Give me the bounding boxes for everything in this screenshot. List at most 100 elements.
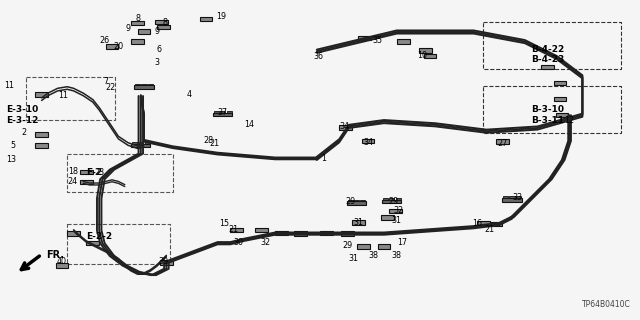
Text: 34: 34: [363, 138, 373, 147]
Bar: [320, 231, 333, 235]
Text: 8: 8: [135, 14, 140, 23]
Bar: [67, 224, 170, 264]
Text: 22: 22: [106, 83, 116, 92]
Bar: [138, 29, 150, 34]
Bar: [389, 198, 394, 200]
Text: 4: 4: [186, 90, 191, 99]
Text: 3: 3: [154, 58, 159, 67]
Text: 29: 29: [342, 241, 353, 250]
Text: 20: 20: [113, 42, 124, 51]
Bar: [358, 36, 371, 40]
Bar: [541, 65, 554, 69]
Bar: [67, 231, 80, 236]
Bar: [145, 142, 150, 144]
Bar: [220, 111, 225, 113]
Bar: [347, 202, 366, 205]
Text: 31: 31: [348, 254, 358, 263]
Text: 7: 7: [103, 77, 108, 86]
Bar: [132, 142, 137, 144]
Bar: [383, 198, 388, 200]
Text: 30: 30: [234, 238, 244, 247]
Text: 6: 6: [156, 45, 161, 54]
Bar: [141, 84, 147, 85]
Bar: [396, 198, 401, 200]
Text: 21: 21: [209, 139, 220, 148]
Text: 27: 27: [497, 139, 508, 148]
Text: 36: 36: [314, 52, 324, 61]
Bar: [381, 215, 394, 220]
Text: 29: 29: [388, 197, 399, 206]
Text: 32: 32: [260, 238, 271, 247]
Bar: [397, 39, 410, 44]
Text: 11: 11: [4, 81, 15, 90]
Text: 40: 40: [57, 257, 67, 266]
Text: 21: 21: [484, 225, 495, 234]
Bar: [230, 228, 243, 232]
Text: 21: 21: [228, 225, 239, 234]
Bar: [483, 86, 621, 133]
Bar: [352, 220, 365, 225]
Text: 38: 38: [368, 251, 378, 260]
Text: 29: 29: [346, 197, 356, 206]
Bar: [131, 21, 144, 25]
Bar: [490, 222, 502, 226]
Bar: [477, 221, 490, 226]
Bar: [131, 144, 150, 147]
Bar: [389, 209, 402, 213]
Bar: [516, 196, 521, 198]
Bar: [503, 196, 508, 198]
Bar: [382, 200, 401, 204]
Text: 31: 31: [392, 216, 402, 225]
Text: 16: 16: [472, 219, 482, 228]
Text: 33: 33: [512, 193, 522, 202]
Bar: [131, 39, 144, 44]
Bar: [339, 125, 352, 130]
Text: 31: 31: [353, 218, 364, 227]
Bar: [56, 263, 68, 268]
Text: 38: 38: [392, 251, 402, 260]
Text: 18: 18: [68, 167, 79, 176]
Bar: [155, 20, 168, 24]
Text: 24: 24: [67, 177, 77, 186]
Text: 34: 34: [339, 122, 349, 131]
Text: 26: 26: [99, 36, 109, 45]
Bar: [502, 198, 522, 202]
Text: 17: 17: [397, 238, 407, 247]
Text: 15: 15: [219, 219, 229, 228]
Bar: [496, 139, 509, 144]
Text: 5: 5: [10, 141, 15, 150]
Text: 32: 32: [394, 206, 404, 215]
Text: 8: 8: [163, 18, 168, 27]
Bar: [135, 84, 140, 85]
Text: E-2-2: E-2-2: [86, 232, 113, 241]
Text: 1: 1: [321, 154, 326, 163]
Bar: [35, 92, 48, 97]
Bar: [483, 22, 621, 69]
Bar: [360, 200, 365, 202]
Text: 9: 9: [125, 24, 131, 33]
Text: B-3-10
B-3-11: B-3-10 B-3-11: [531, 106, 564, 125]
Text: 13: 13: [6, 155, 17, 164]
Bar: [86, 241, 99, 245]
Bar: [214, 111, 219, 113]
Text: 37: 37: [218, 108, 228, 117]
Bar: [341, 231, 354, 236]
Bar: [67, 154, 173, 192]
Bar: [35, 132, 48, 137]
Text: 12: 12: [564, 116, 575, 125]
Bar: [160, 260, 173, 265]
Bar: [200, 17, 212, 21]
Text: 14: 14: [244, 120, 255, 129]
Text: 19: 19: [216, 12, 226, 21]
Bar: [362, 139, 374, 143]
Text: TP64B0410C: TP64B0410C: [582, 300, 630, 309]
Bar: [419, 48, 432, 53]
Bar: [275, 231, 288, 235]
Bar: [148, 84, 153, 85]
Text: 35: 35: [372, 36, 383, 45]
Bar: [157, 25, 170, 29]
Text: E-2: E-2: [86, 168, 102, 177]
Bar: [424, 54, 436, 58]
Bar: [138, 142, 143, 144]
Bar: [554, 97, 566, 101]
